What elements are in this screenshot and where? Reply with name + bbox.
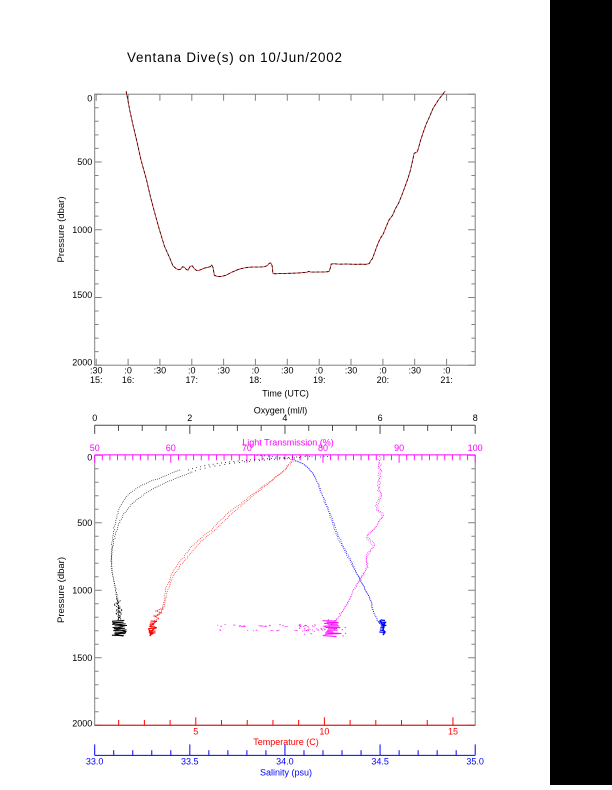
svg-text:0: 0 <box>87 453 92 463</box>
svg-text::0: :0 <box>188 366 196 376</box>
svg-text::30: :30 <box>408 366 421 376</box>
svg-text:35.0: 35.0 <box>466 756 484 766</box>
svg-text:0: 0 <box>92 413 97 423</box>
svg-text:60: 60 <box>166 443 176 453</box>
svg-text:100: 100 <box>468 443 483 453</box>
svg-text:4: 4 <box>282 413 287 423</box>
svg-text:8: 8 <box>473 413 478 423</box>
svg-text:1000: 1000 <box>72 225 92 235</box>
svg-text:1500: 1500 <box>72 653 92 663</box>
svg-text:6: 6 <box>378 413 383 423</box>
svg-text::0: :0 <box>315 366 323 376</box>
svg-text:Salinity (psu): Salinity (psu) <box>260 767 312 777</box>
svg-text::0: :0 <box>443 366 451 376</box>
svg-text:2: 2 <box>187 413 192 423</box>
svg-text:70: 70 <box>242 443 252 453</box>
svg-text::30: :30 <box>154 366 167 376</box>
svg-text:10: 10 <box>319 727 329 737</box>
svg-text:20:: 20: <box>377 375 390 385</box>
svg-text:500: 500 <box>77 157 92 167</box>
svg-text:1000: 1000 <box>72 585 92 595</box>
svg-text:17:: 17: <box>186 375 199 385</box>
svg-text::30: :30 <box>281 366 294 376</box>
svg-text:15: 15 <box>448 727 458 737</box>
svg-text:Temperature (C): Temperature (C) <box>253 737 319 747</box>
svg-text::0: :0 <box>379 366 387 376</box>
svg-text::0: :0 <box>252 366 260 376</box>
svg-text:Ventana Dive(s) on 10/Jun/2002: Ventana Dive(s) on 10/Jun/2002 <box>127 50 342 65</box>
svg-text:5: 5 <box>193 727 198 737</box>
svg-text::30: :30 <box>90 366 103 376</box>
svg-text:90: 90 <box>394 443 404 453</box>
svg-text:0: 0 <box>87 93 92 103</box>
svg-text::0: :0 <box>124 366 132 376</box>
svg-text:34.5: 34.5 <box>371 756 389 766</box>
svg-text:500: 500 <box>77 518 92 528</box>
svg-text:33.5: 33.5 <box>181 756 199 766</box>
svg-text:19:: 19: <box>313 375 326 385</box>
svg-text:50: 50 <box>90 443 100 453</box>
svg-text:1500: 1500 <box>72 290 92 300</box>
svg-text:Pressure (dbar): Pressure (dbar) <box>56 557 67 623</box>
svg-text:16:: 16: <box>122 375 135 385</box>
svg-text:Pressure (dbar): Pressure (dbar) <box>56 197 67 263</box>
svg-text:2000: 2000 <box>72 719 92 729</box>
svg-text:33.0: 33.0 <box>86 756 104 766</box>
svg-text:34.0: 34.0 <box>276 756 294 766</box>
svg-text:15:: 15: <box>90 375 103 385</box>
svg-text:18:: 18: <box>249 375 262 385</box>
svg-text:Light Transmission (%): Light Transmission (%) <box>242 438 334 448</box>
svg-text:2000: 2000 <box>72 357 92 367</box>
svg-text:21:: 21: <box>440 375 453 385</box>
svg-text:Time (UTC): Time (UTC) <box>262 388 309 398</box>
svg-text::30: :30 <box>345 366 358 376</box>
svg-text::30: :30 <box>217 366 230 376</box>
svg-text:Oxygen (ml/l): Oxygen (ml/l) <box>254 406 308 416</box>
svg-text:80: 80 <box>318 443 328 453</box>
